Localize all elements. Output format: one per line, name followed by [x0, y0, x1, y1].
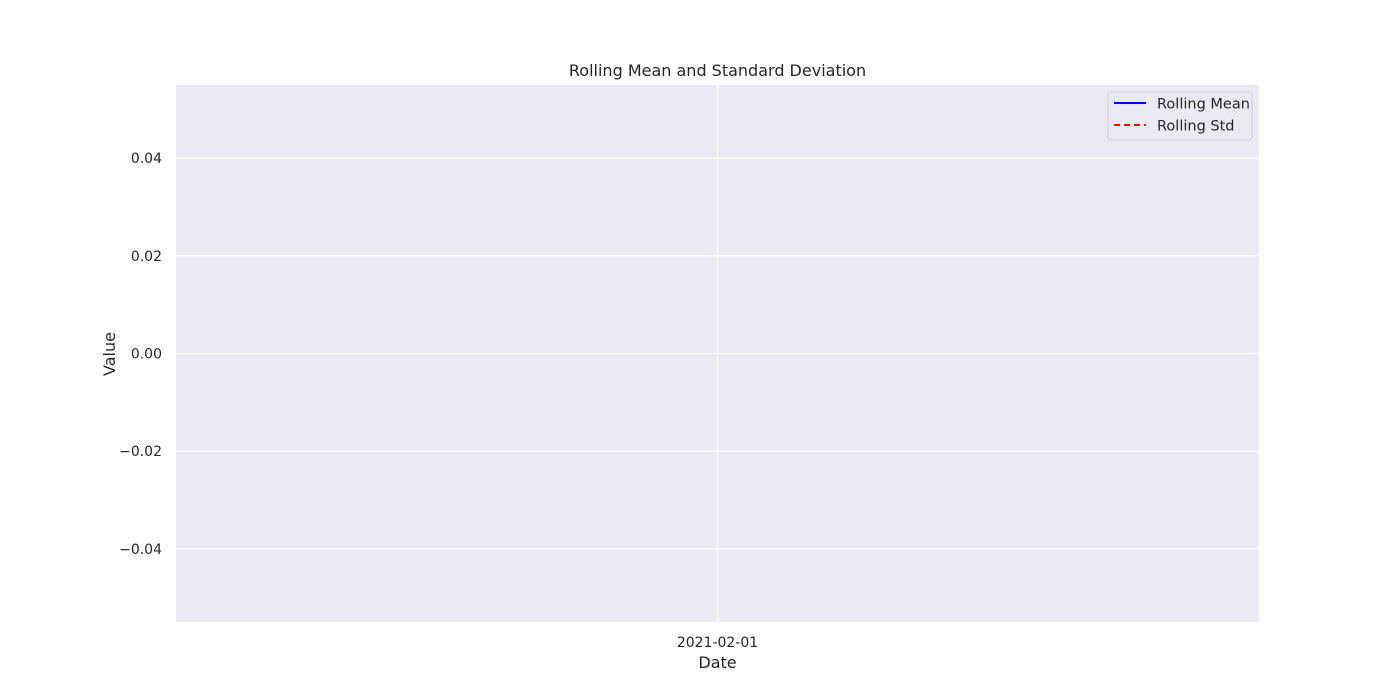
y-tick-label: 0.04 [131, 151, 162, 167]
y-tick-labels: 0.04 0.02 0.00 −0.02 −0.04 [119, 151, 162, 558]
legend: Rolling Mean Rolling Std [1107, 91, 1253, 141]
chart-title: Rolling Mean and Standard Deviation [569, 61, 866, 80]
y-tick-label: 0.00 [131, 347, 162, 363]
x-tick-labels: 2021-02-01 [677, 635, 758, 651]
legend-label-rolling-std: Rolling Std [1157, 119, 1234, 135]
y-axis-label: Value [100, 332, 119, 376]
y-tick-label: −0.04 [119, 542, 162, 558]
x-axis-label: Date [698, 653, 736, 672]
x-tick-label: 2021-02-01 [677, 635, 758, 651]
grid-lines [176, 85, 1259, 622]
y-tick-label: −0.02 [119, 444, 162, 460]
y-tick-label: 0.02 [131, 249, 162, 265]
legend-label-rolling-mean: Rolling Mean [1157, 97, 1250, 113]
